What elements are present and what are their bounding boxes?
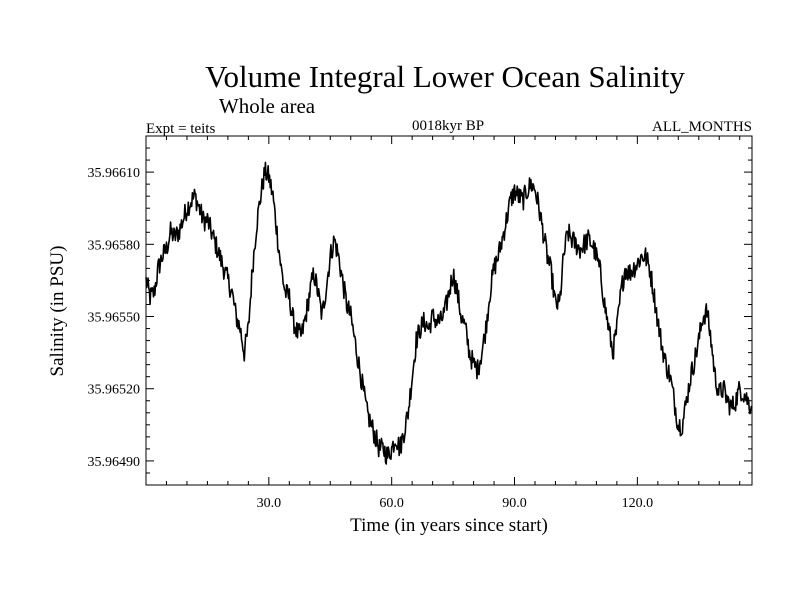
annotation-center: 0018kyr BP xyxy=(412,118,484,134)
x-tick-label: 120.0 xyxy=(622,496,654,511)
chart-title: Volume Integral Lower Ocean Salinity xyxy=(205,59,685,94)
y-tick-label: 35.96550 xyxy=(88,311,141,326)
x-axis-ticks: 30.0 60.0 90.0 120.0 xyxy=(165,136,741,511)
y-tick-label: 35.96610 xyxy=(88,166,141,181)
x-axis-label: Time (in years since start) xyxy=(350,515,548,536)
annotation-right: ALL_MONTHS xyxy=(652,119,752,135)
y-tick-label: 35.96580 xyxy=(88,238,141,253)
annotation-left: Expt = teits xyxy=(146,121,215,137)
series-line-salinity xyxy=(145,161,753,465)
y-tick-label: 35.96520 xyxy=(88,383,141,398)
y-tick-label: 35.96490 xyxy=(88,455,141,470)
chart-subtitle: Whole area xyxy=(219,94,316,118)
y-axis-label: Salinity (in PSU) xyxy=(47,246,68,377)
y-axis-ticks: 35.96490 35.96520 35.96550 35.96580 35.96610 xyxy=(88,147,752,474)
x-tick-label: 60.0 xyxy=(379,496,404,511)
plot-frame xyxy=(145,135,753,486)
x-tick-label: 30.0 xyxy=(257,496,282,511)
x-tick-label: 90.0 xyxy=(502,496,527,511)
